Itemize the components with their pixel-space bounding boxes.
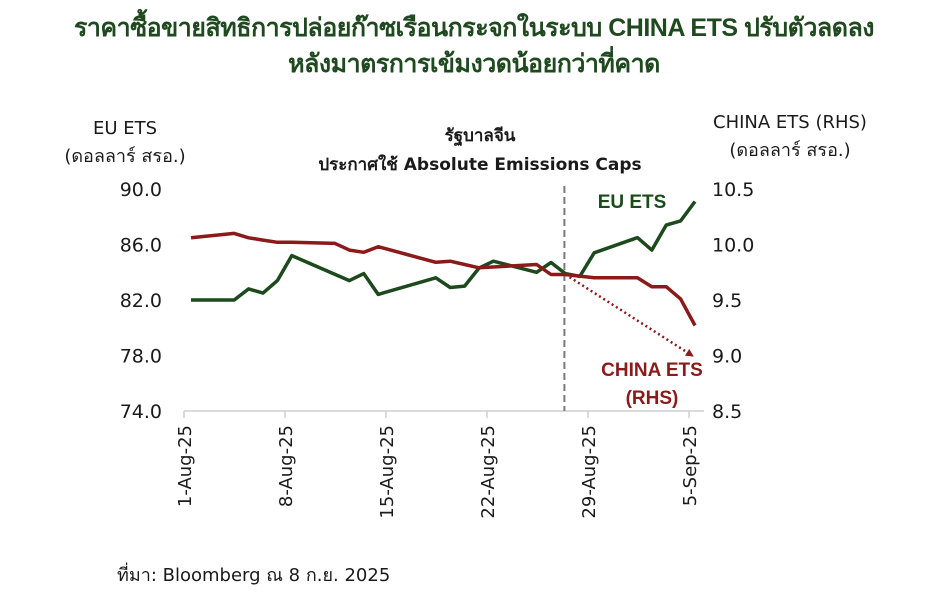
right-y-tick-label: 9.5 [712,290,742,312]
event-annotation-line-2: ประกาศใช้ Absolute Emissions Caps [318,155,642,175]
right-axis-title: CHINA ETS (RHS) (ดอลลาร์ สรอ.) [690,112,890,164]
right-y-tick-label: 8.5 [712,401,742,423]
chart-title-line-1: ราคาซื้อขายสิทธิการปล่อยก๊าซเรือนกระจกใน… [73,14,875,42]
eu-ets-line [191,200,697,302]
x-tick-label: 1-Aug-25 [175,425,196,507]
right-y-tick-label: 10.0 [712,235,754,257]
right-axis-title-line-1: CHINA ETS (RHS) [713,112,867,133]
x-tick-label: 8-Aug-25 [276,425,297,507]
x-tick-label: 22-Aug-25 [478,425,499,519]
left-y-tick-label: 78.0 [120,346,162,368]
right-y-tick-label: 9.0 [712,346,742,368]
right-y-tick-label: 10.5 [712,179,754,201]
chart-title-line-2: หลังมาตรการเข้มงวดน้อยกว่าที่คาด [288,50,660,78]
right-axis-title-line-2: (ดอลลาร์ สรอ.) [729,140,851,161]
china-ets-series-label: (RHS) [626,388,679,409]
left-axis-title: EU ETS (ดอลลาร์ สรอ.) [60,118,190,170]
eu-ets-series-label: EU ETS [598,192,667,213]
source-note: ที่มา: Bloomberg ณ 8 ก.ย. 2025 [117,565,391,586]
left-y-tick-label: 82.0 [120,290,162,312]
event-annotation: รัฐบาลจีน ประกาศใช้ Absolute Emissions C… [270,122,690,178]
china-ets-series-label: CHINA ETS [601,360,703,381]
china-ets-line [190,231,697,327]
left-y-tick-label: 74.0 [120,401,162,423]
left-y-tick-label: 86.0 [120,235,162,257]
x-tick-label: 15-Aug-25 [377,425,398,519]
left-axis-title-line-1: EU ETS [92,118,158,139]
x-tick-label: 29-Aug-25 [579,425,600,519]
x-tick-label: 5-Sep-25 [680,425,701,506]
left-y-tick-label: 90.0 [120,179,162,201]
china-trend-arrow [564,273,694,357]
event-annotation-line-1: รัฐบาลจีน [444,126,516,146]
left-axis-title-line-2: (ดอลลาร์ สรอ.) [64,146,186,167]
